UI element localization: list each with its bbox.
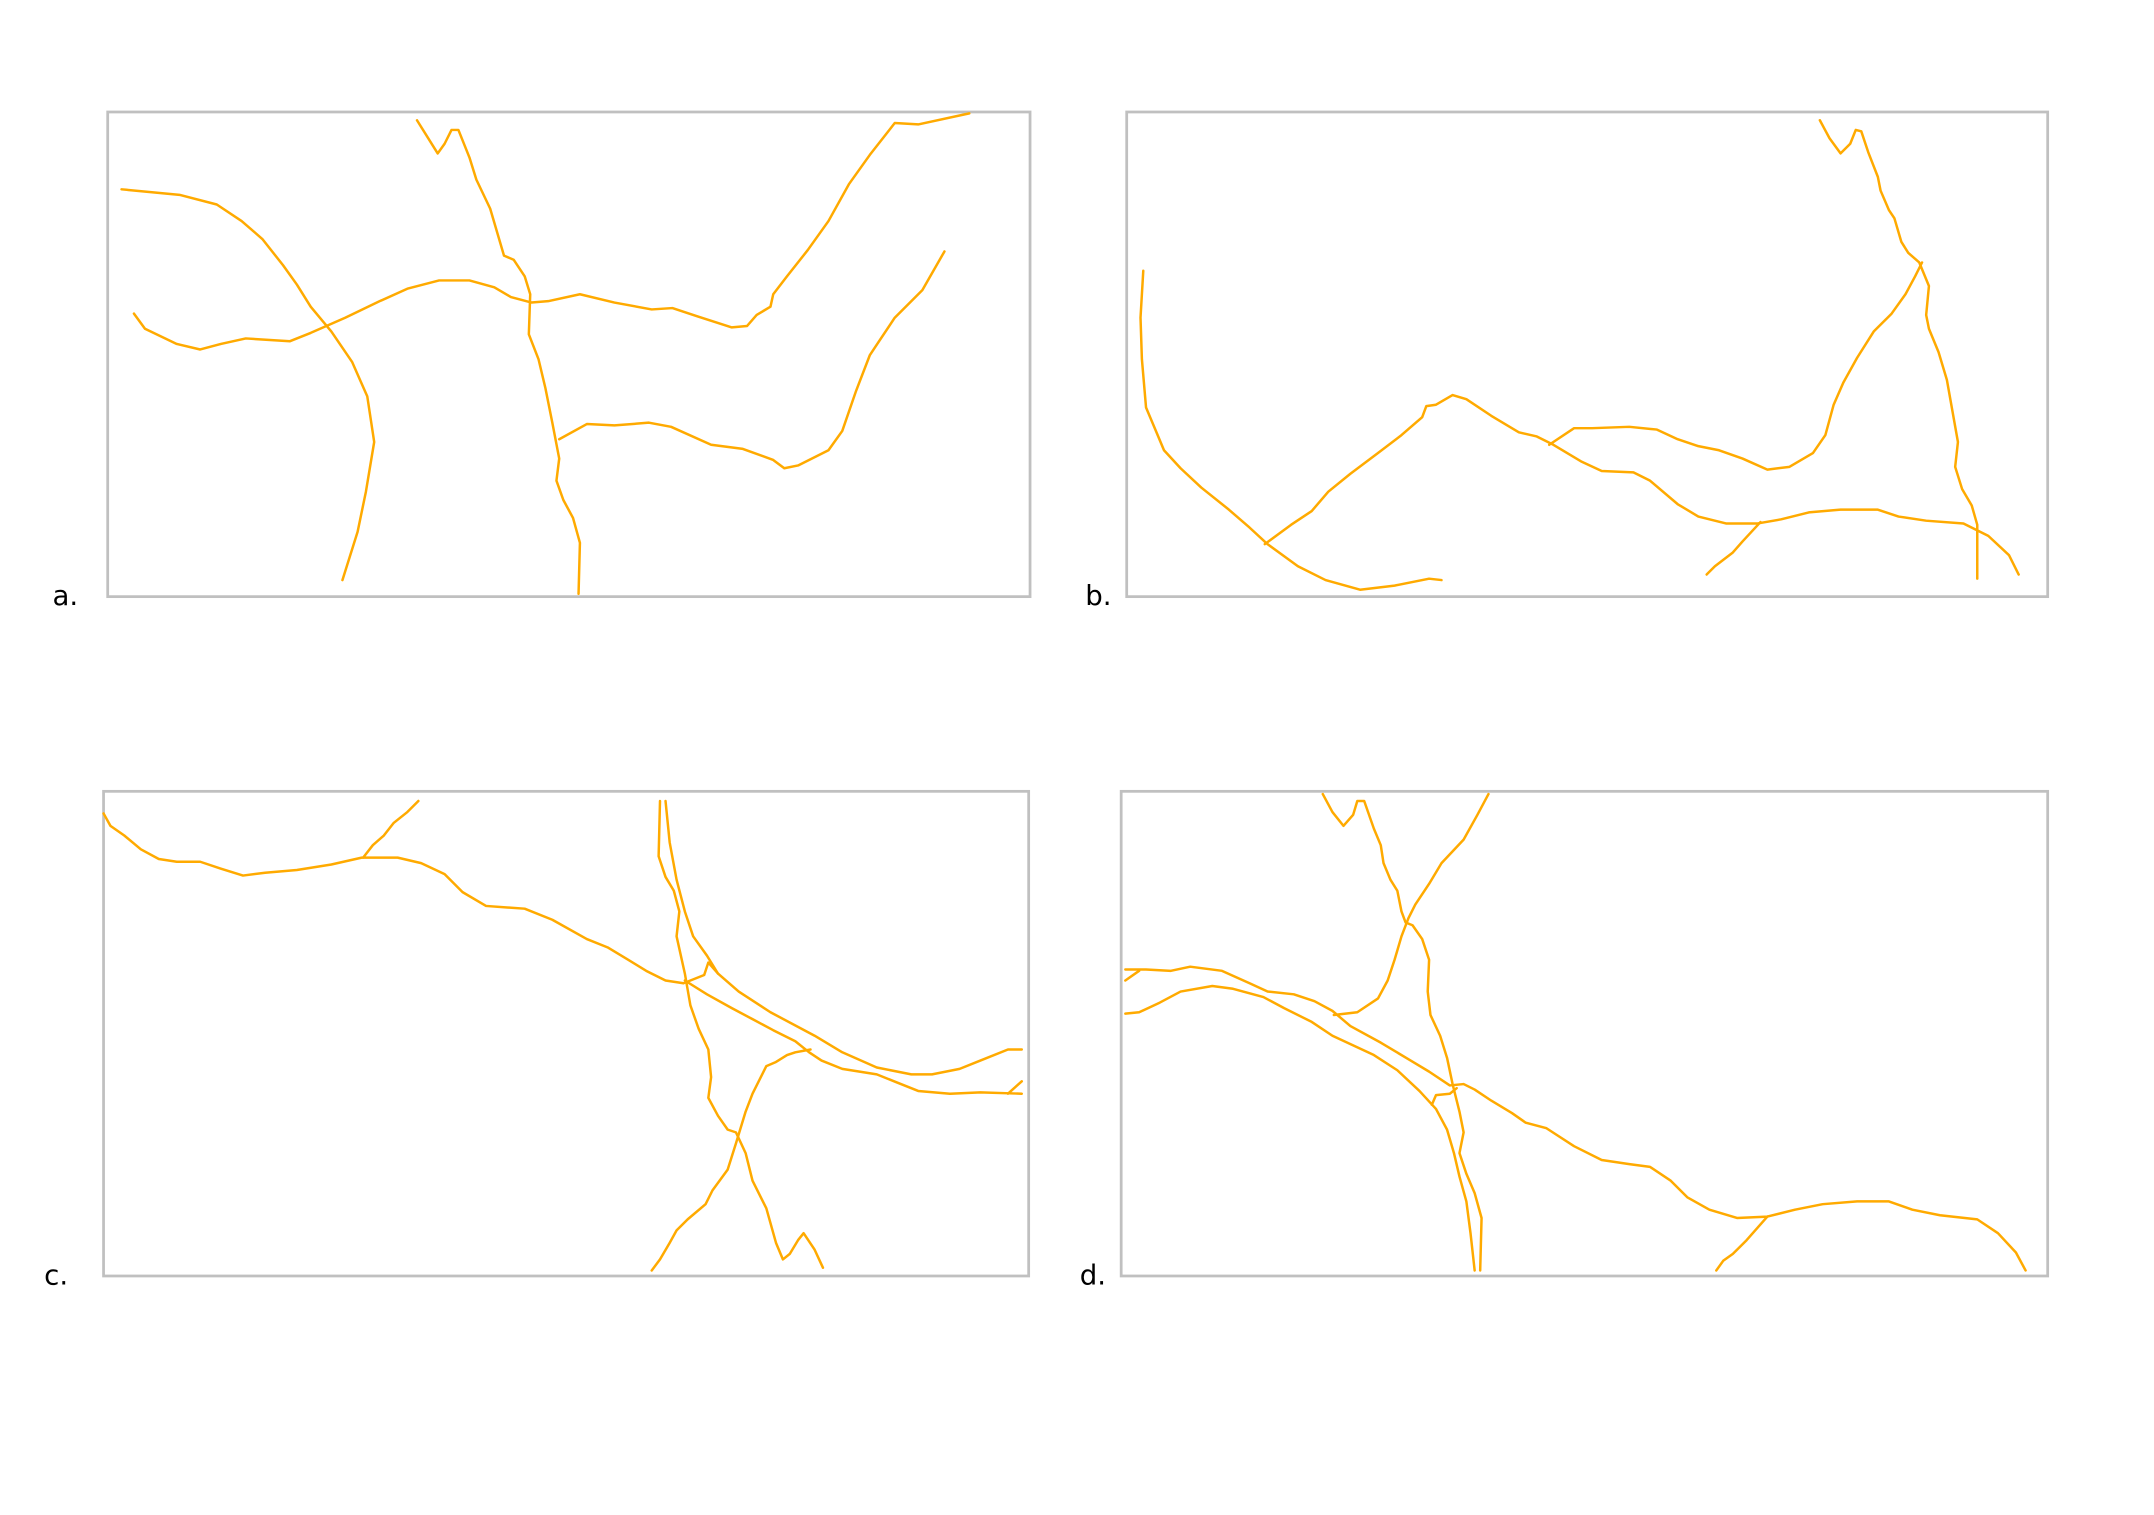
- panel-b-label: b.: [1085, 579, 1111, 612]
- road-line: [683, 979, 1024, 1095]
- panel-c-frame: [102, 789, 1031, 1278]
- panel-b-frame: [1125, 110, 2050, 599]
- panel-b: b.: [1085, 110, 2050, 612]
- road-line: [120, 188, 376, 582]
- road-line: [132, 112, 971, 351]
- road-line: [650, 1048, 812, 1272]
- road-line: [657, 799, 825, 1269]
- panel-d: d.: [1080, 789, 2050, 1291]
- panel-c-label: c.: [44, 1258, 68, 1291]
- road-line: [557, 250, 946, 470]
- road-line: [1139, 269, 1443, 591]
- road-line: [361, 799, 420, 859]
- panel-a-label: a.: [52, 579, 78, 612]
- panel-d-frame: [1119, 789, 2050, 1278]
- road-line: [1263, 393, 2020, 576]
- panel-c: c.: [44, 789, 1031, 1291]
- panel-d-label: d.: [1080, 1258, 1106, 1291]
- road-line: [1818, 119, 1979, 580]
- road-line: [1006, 1080, 1024, 1095]
- panel-a-frame: [106, 110, 1032, 599]
- road-line: [102, 812, 1024, 1076]
- road-line: [1124, 965, 2027, 1272]
- road-line: [1430, 1086, 1458, 1107]
- road-line: [1715, 1215, 1769, 1272]
- road-line: [1321, 792, 1483, 1272]
- road-line: [1332, 792, 1490, 1017]
- road-line: [1124, 984, 1476, 1272]
- road-line: [1705, 520, 1762, 576]
- panel-a: a.: [52, 110, 1032, 612]
- road-line: [1547, 261, 1924, 471]
- road-line: [415, 119, 582, 596]
- road-line: [1124, 969, 1141, 982]
- road-line: [664, 799, 720, 975]
